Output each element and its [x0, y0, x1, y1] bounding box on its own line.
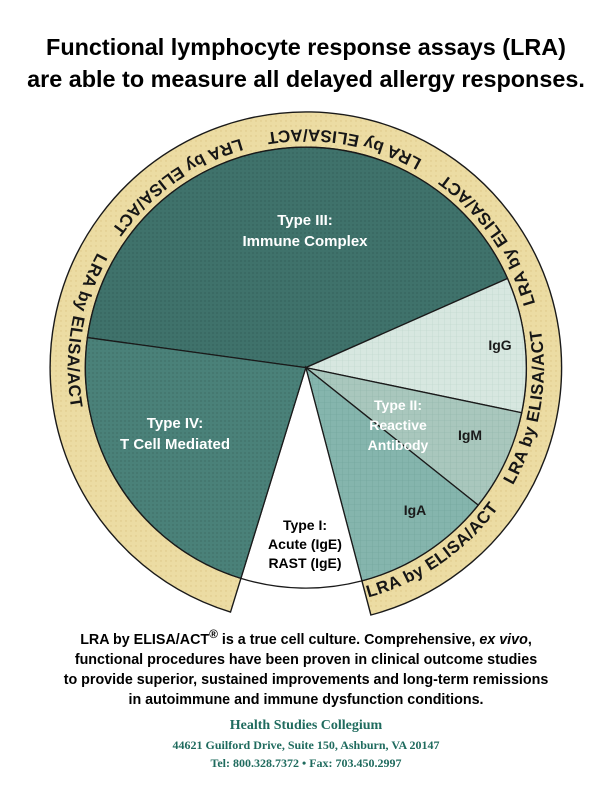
svg-text:IgA: IgA	[404, 502, 427, 518]
svg-text:Acute (IgE): Acute (IgE)	[268, 536, 342, 552]
svg-text:Immune Complex: Immune Complex	[242, 233, 368, 250]
svg-text:Type I:: Type I:	[283, 517, 327, 533]
svg-text:Type III:: Type III:	[277, 212, 333, 229]
svg-text:IgM: IgM	[458, 427, 482, 443]
svg-text:Type IV:: Type IV:	[147, 415, 203, 432]
svg-text:T Cell Mediated: T Cell Mediated	[120, 436, 230, 453]
svg-text:Type II:: Type II:	[374, 397, 422, 413]
svg-text:IgG: IgG	[488, 337, 511, 353]
svg-text:Reactive: Reactive	[369, 417, 427, 433]
svg-text:Antibody: Antibody	[368, 437, 429, 453]
svg-text:RAST (IgE): RAST (IgE)	[268, 555, 341, 571]
